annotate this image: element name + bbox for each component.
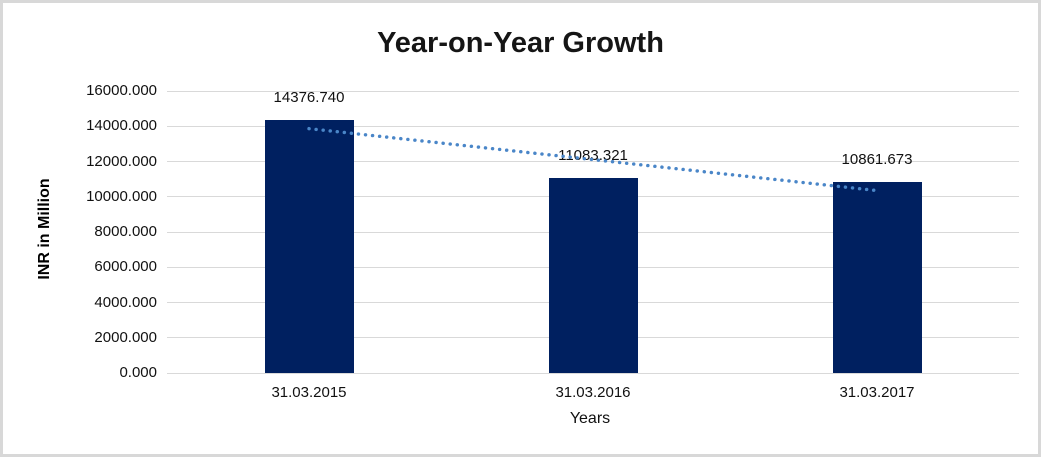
y-tick-label: 16000.000: [86, 82, 157, 99]
y-tick-label: 2000.000: [94, 328, 157, 346]
y-tick-label: 10000.000: [86, 187, 157, 205]
bar-value-label: 14376.740: [273, 88, 345, 106]
bar-31.03.2015: [264, 119, 354, 373]
x-tick-label: 31.03.2016: [555, 384, 631, 401]
y-tick-label: 4000.000: [94, 293, 157, 311]
chart-title: Year-on-Year Growth: [377, 27, 664, 59]
gridline: [167, 372, 1019, 374]
x-tick-label: 31.03.2015: [271, 384, 347, 401]
plot-area: 0.000 2000.000 4000.000 6000.000 8000.000 100…: [3, 3, 1038, 454]
y-tick-label: 12000.000: [86, 152, 157, 170]
gridline: [167, 125, 1019, 127]
gridline: [167, 90, 1019, 92]
bar-31.03.2017: [832, 181, 922, 373]
bar-value-label: 11083.321: [558, 146, 628, 164]
x-axis-title: Years: [569, 410, 611, 427]
y-tick-label: 6000.000: [94, 258, 157, 276]
y-tick-label: 14000.000: [86, 117, 157, 135]
y-tick-label: 0.000: [119, 364, 157, 381]
bar-value-label: 10861.673: [841, 150, 913, 168]
bar-31.03.2016: [548, 177, 638, 373]
y-tick-label: 8000.000: [94, 223, 157, 240]
x-tick-label: 31.03.2017: [839, 384, 915, 401]
